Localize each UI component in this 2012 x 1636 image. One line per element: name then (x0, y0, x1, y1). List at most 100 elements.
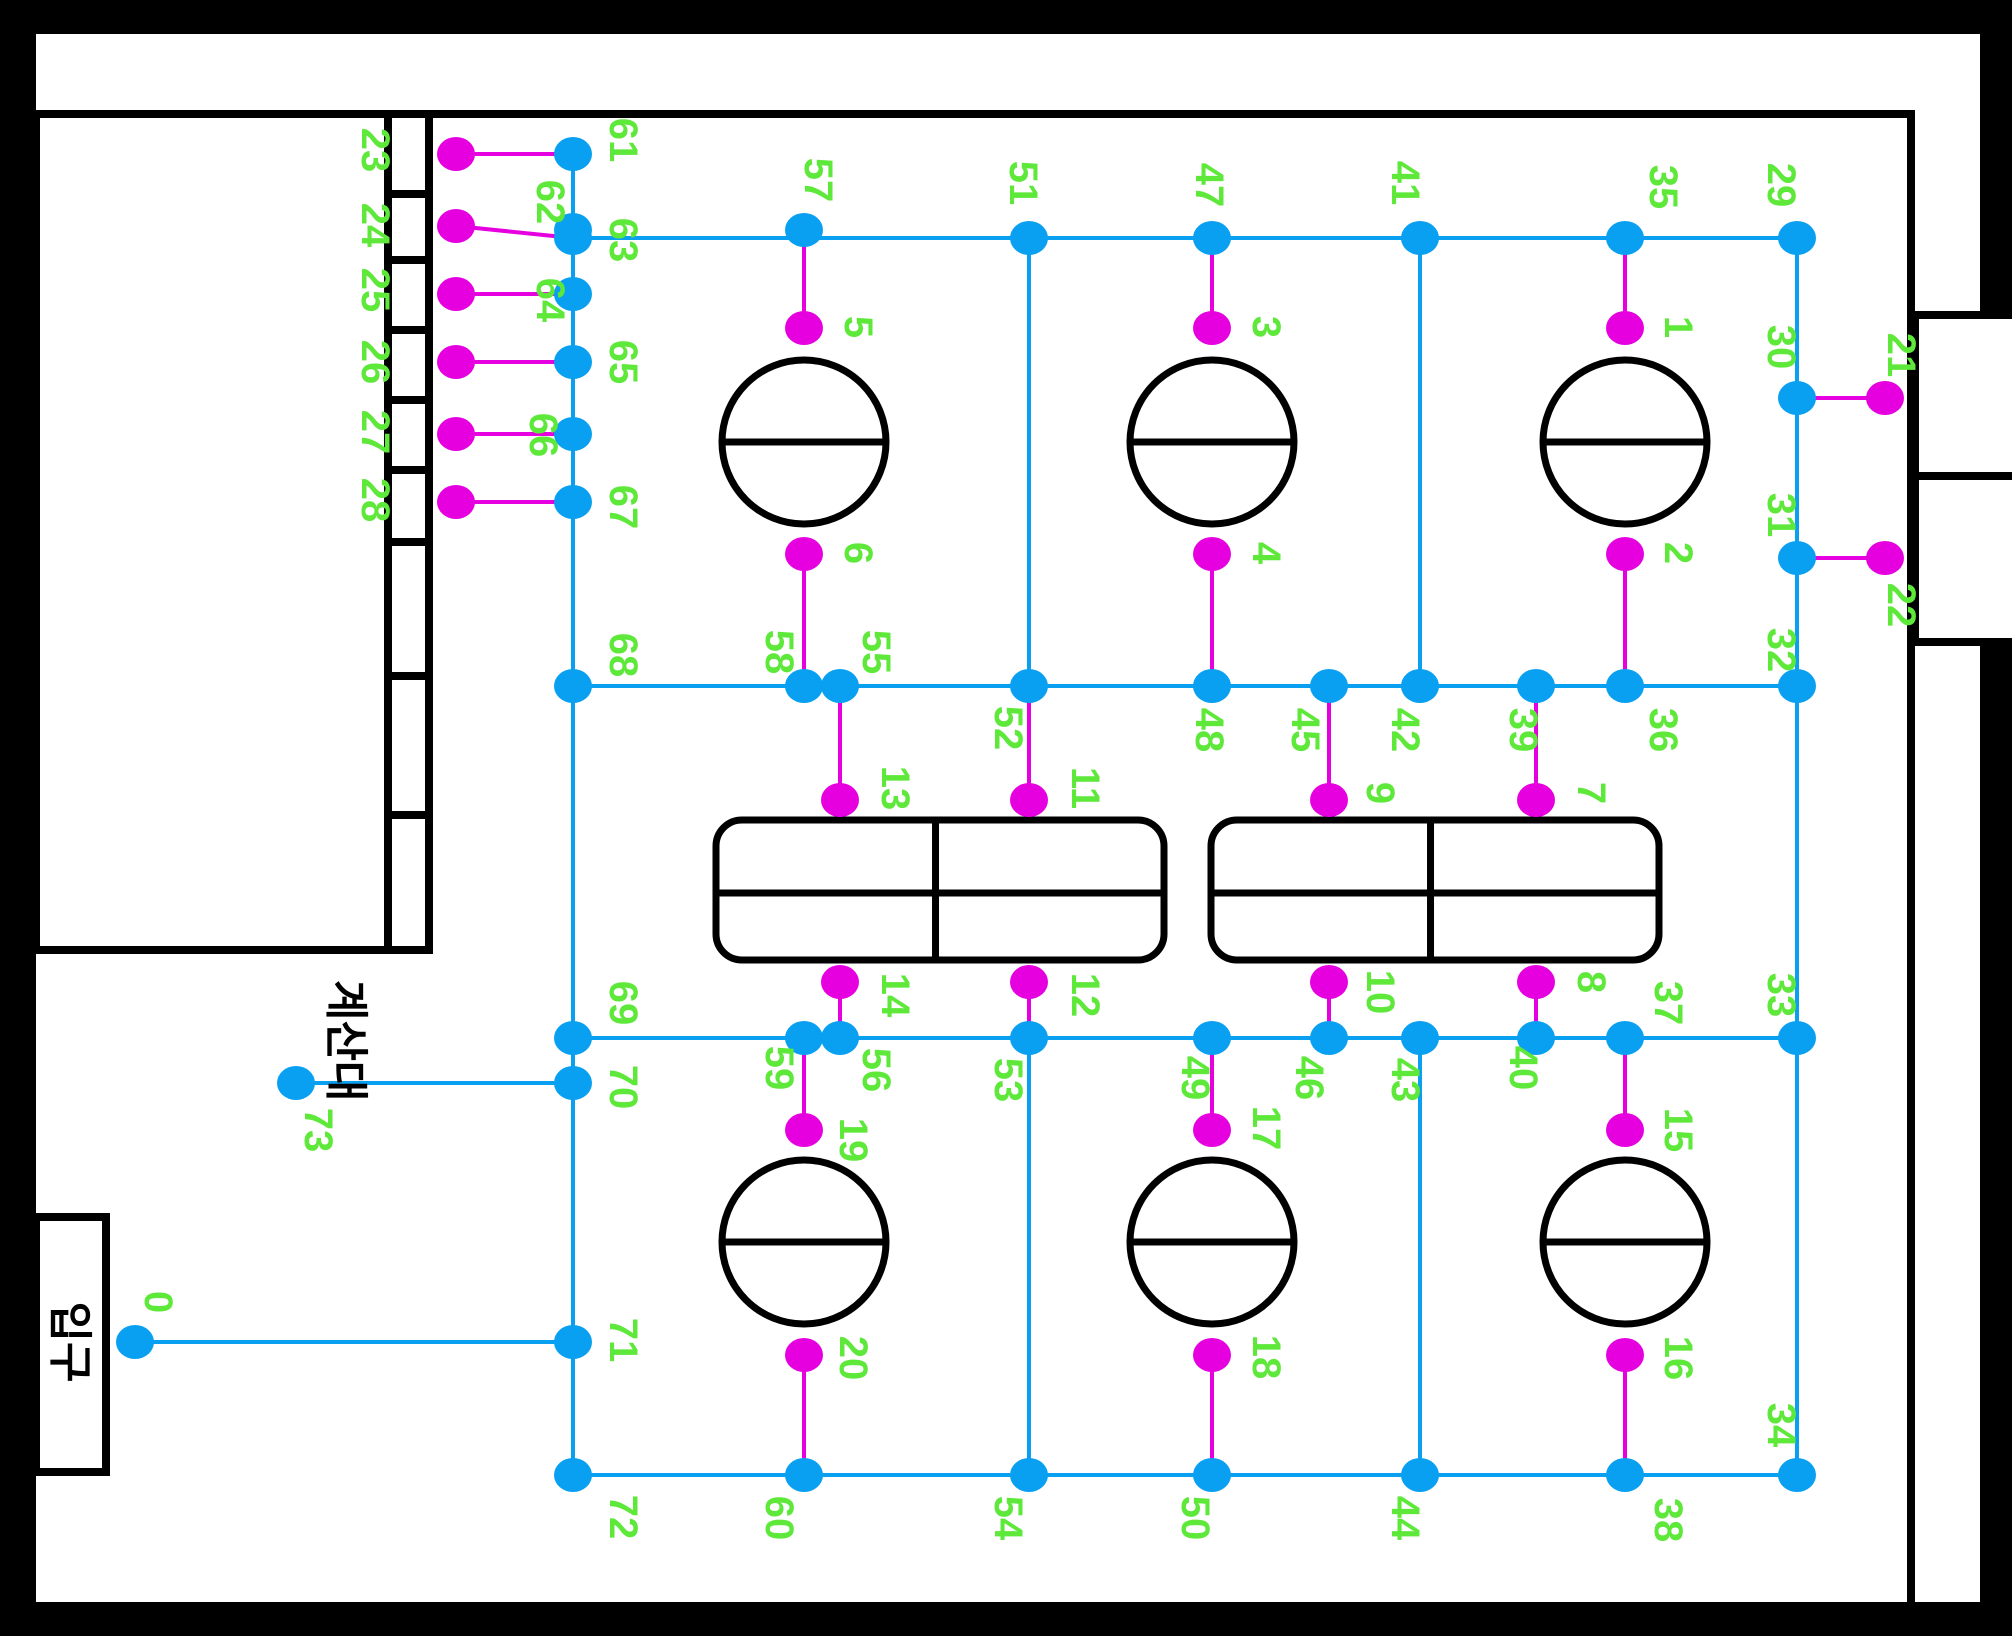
node-label-55: 55 (854, 630, 898, 675)
path-node-64 (554, 277, 592, 311)
table-node-12 (1010, 965, 1048, 999)
path-node-61 (554, 137, 592, 171)
path-node-34 (1778, 1458, 1816, 1492)
table-node-22 (1866, 541, 1904, 575)
wall-top (36, 110, 1915, 1602)
path-node-40 (1517, 1021, 1555, 1055)
path-node-48 (1193, 669, 1231, 703)
table-node-28 (437, 485, 475, 519)
node-label-23: 23 (353, 128, 397, 173)
table-node-13 (821, 783, 859, 817)
node-label-11: 11 (1063, 767, 1107, 809)
path-node-60 (785, 1458, 823, 1492)
node-label-63: 63 (601, 218, 645, 263)
path-node-38 (1606, 1458, 1644, 1492)
path-node-42 (1401, 669, 1439, 703)
path-node-37 (1606, 1021, 1644, 1055)
node-label-27: 27 (353, 410, 397, 455)
node-label-19: 19 (831, 1118, 875, 1163)
table-node-16 (1606, 1338, 1644, 1372)
path-node-66 (554, 417, 592, 451)
table-node-6 (785, 537, 823, 571)
table-node-14 (821, 965, 859, 999)
path-node-0 (116, 1325, 154, 1359)
path-node-63 (554, 221, 592, 255)
node-label-70: 70 (601, 1065, 645, 1110)
node-label-56: 56 (854, 1048, 898, 1093)
node-label-46: 46 (1287, 1056, 1331, 1101)
path-node-50 (1193, 1458, 1231, 1492)
entrance-label: 입구 (44, 1302, 95, 1383)
node-label-39: 39 (1501, 708, 1545, 753)
path-node-53 (1010, 1021, 1048, 1055)
node-label-24: 24 (353, 203, 397, 248)
node-label-50: 50 (1173, 1496, 1217, 1541)
path-node-39 (1517, 669, 1555, 703)
node-label-62: 62 (528, 180, 572, 225)
node-label-20: 20 (831, 1336, 875, 1381)
path-node-35 (1606, 221, 1644, 255)
node-label-4: 4 (1244, 542, 1288, 565)
path-node-32 (1778, 669, 1816, 703)
path-node-41 (1401, 221, 1439, 255)
node-label-2: 2 (1656, 542, 1700, 564)
node-label-48: 48 (1187, 708, 1231, 753)
table-node-20 (785, 1338, 823, 1372)
table-node-10 (1310, 965, 1348, 999)
node-label-25: 25 (353, 268, 397, 313)
node-label-38: 38 (1646, 1498, 1690, 1543)
counter-label: 계산대 (320, 980, 371, 1101)
path-node-45 (1310, 669, 1348, 703)
path-node-57 (785, 213, 823, 247)
node-label-21: 21 (1879, 333, 1923, 378)
node-label-9: 9 (1358, 782, 1402, 804)
table-node-23 (437, 137, 475, 171)
path-node-54 (1010, 1458, 1048, 1492)
node-label-10: 10 (1358, 970, 1402, 1015)
node-label-17: 17 (1244, 1106, 1288, 1151)
node-label-5: 5 (836, 316, 880, 338)
node-label-43: 43 (1383, 1058, 1427, 1103)
fixtures (712, 356, 1711, 1328)
node-label-49: 49 (1173, 1056, 1217, 1101)
node-label-30: 30 (1759, 325, 1803, 370)
node-label-35: 35 (1641, 165, 1685, 210)
node-label-32: 32 (1759, 628, 1803, 673)
path-node-31 (1778, 541, 1816, 575)
path-node-52 (1010, 669, 1048, 703)
node-label-73: 73 (296, 1108, 340, 1153)
node-label-61: 61 (601, 118, 645, 163)
path-node-69 (554, 1021, 592, 1055)
node-label-66: 66 (521, 413, 565, 458)
node-label-34: 34 (1759, 1403, 1803, 1448)
table-node-7 (1517, 783, 1555, 817)
node-label-69: 69 (601, 981, 645, 1026)
node-labels: 0293031323334353637383940414243444546474… (136, 118, 1923, 1543)
path-node-43 (1401, 1021, 1439, 1055)
node-label-47: 47 (1187, 163, 1231, 208)
table-node-4 (1193, 537, 1231, 571)
node-label-3: 3 (1244, 316, 1288, 338)
table-node-3 (1193, 311, 1231, 345)
table-edge (455, 224, 574, 240)
node-label-31: 31 (1759, 493, 1803, 538)
node-label-18: 18 (1244, 1335, 1288, 1380)
table-node-21 (1866, 381, 1904, 415)
table-node-18 (1193, 1338, 1231, 1372)
path-node-71 (554, 1325, 592, 1359)
path-node-59 (785, 1021, 823, 1055)
node-label-13: 13 (873, 766, 917, 811)
node-label-14: 14 (873, 973, 917, 1018)
node-label-72: 72 (601, 1495, 645, 1540)
node-label-40: 40 (1501, 1046, 1545, 1091)
node-label-29: 29 (1759, 163, 1803, 208)
node-label-57: 57 (796, 158, 840, 203)
path-node-29 (1778, 221, 1816, 255)
path-node-67 (554, 485, 592, 519)
node-label-6: 6 (836, 542, 880, 564)
node-label-26: 26 (353, 340, 397, 385)
path-node-36 (1606, 669, 1644, 703)
table-node-1 (1606, 311, 1644, 345)
node-label-52: 52 (986, 706, 1030, 751)
node-label-8: 8 (1569, 971, 1613, 993)
